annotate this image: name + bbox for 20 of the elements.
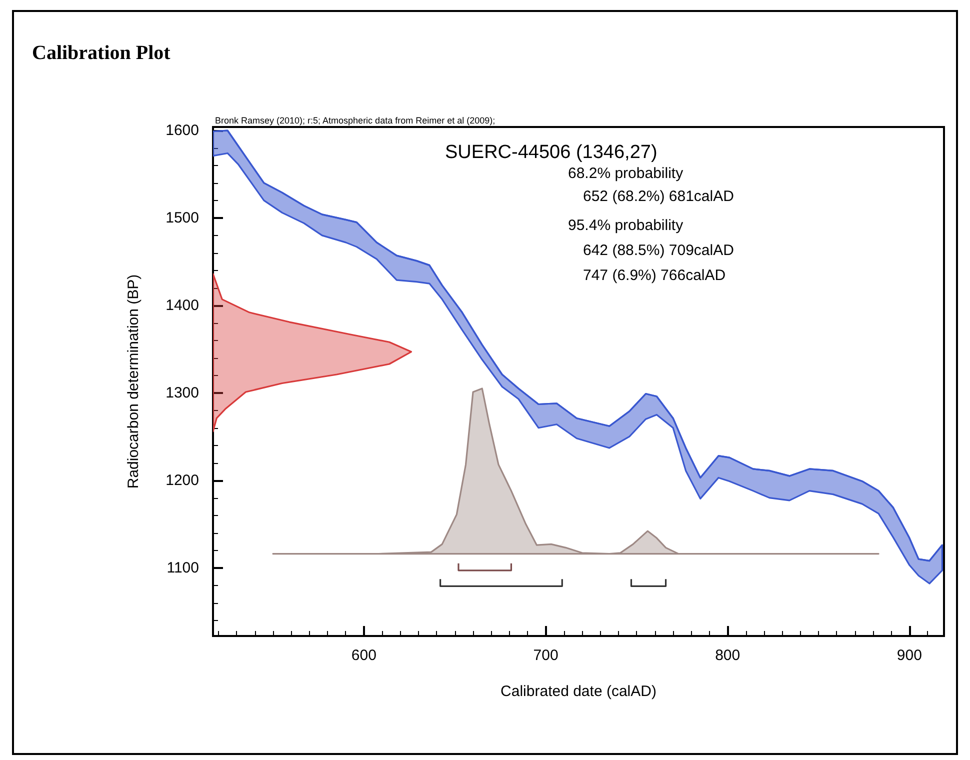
annotation: 642 (88.5%) 709calAD: [583, 242, 734, 259]
y-axis-title: Radiocarbon determination (BP): [125, 274, 142, 489]
y-tick-label: 1100: [166, 559, 199, 576]
y-tick-label: 1400: [166, 296, 199, 314]
annotation: 95.4% probability: [568, 217, 684, 234]
annotation: 747 (6.9%) 766calAD: [583, 267, 726, 284]
x-tick-label: 800: [715, 647, 740, 664]
annotation: 652 (68.2%) 681calAD: [583, 188, 734, 205]
x-tick-label: 900: [896, 647, 922, 664]
y-tick-label: 1500: [166, 209, 199, 226]
y-tick-label: 1300: [166, 384, 199, 402]
y-tick-label: 1600: [166, 122, 199, 139]
x-tick-label: 700: [533, 647, 558, 664]
annotation: SUERC-44506 (1346,27): [445, 142, 658, 163]
annotation: 68.2% probability: [568, 165, 684, 182]
chart-subtitle: Bronk Ramsey (2010); r:5; Atmospheric data from Reimer et al (2009);: [215, 116, 496, 126]
y-tick-label: 1200: [166, 472, 199, 489]
x-axis-title: Calibrated date (calAD): [500, 683, 656, 700]
x-tick-label: 600: [351, 647, 376, 664]
chart-title: Calibration Plot: [32, 42, 170, 65]
